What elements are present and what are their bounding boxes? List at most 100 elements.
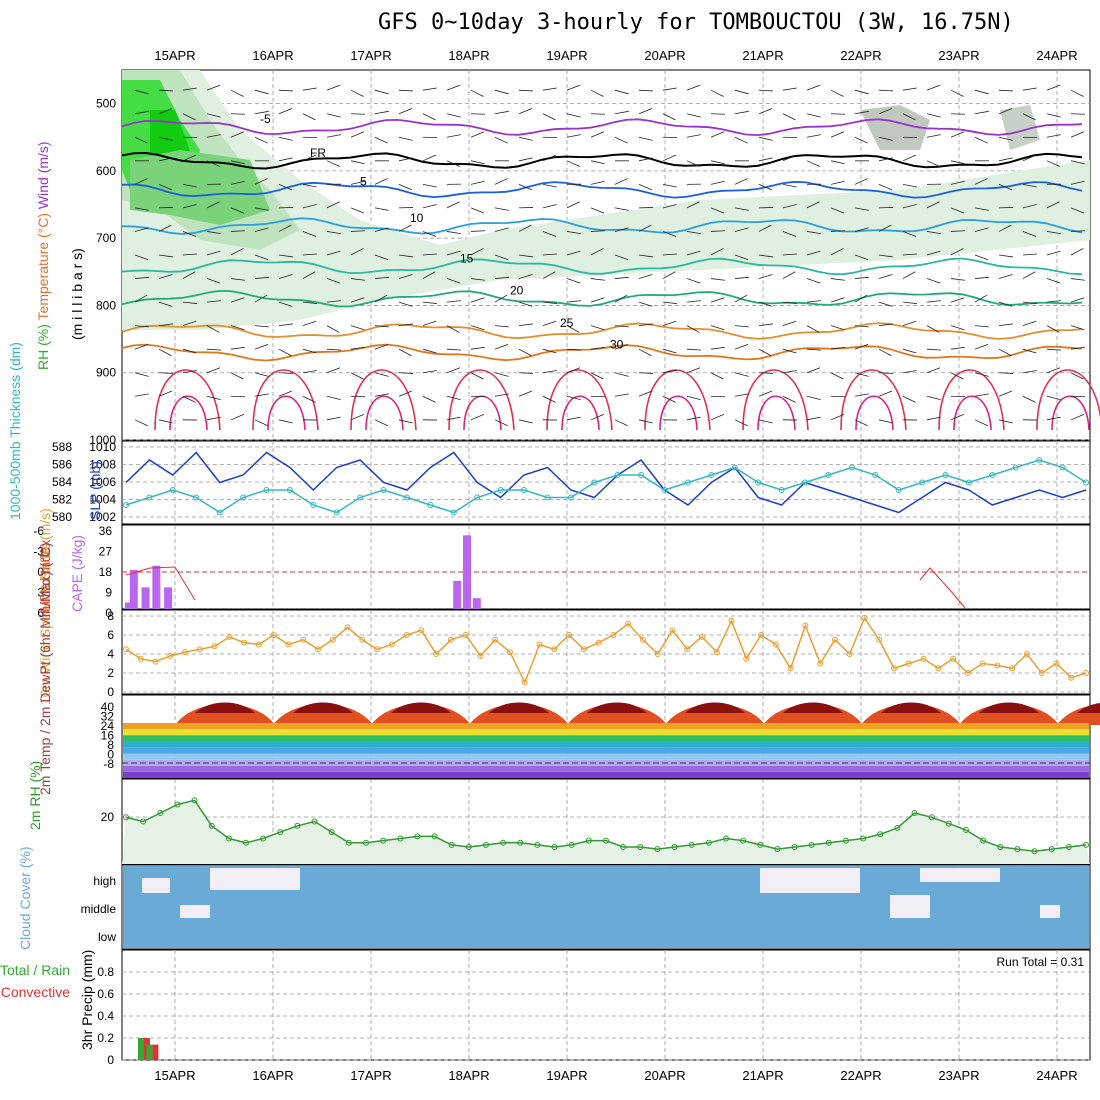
wind-barb xyxy=(782,348,797,354)
wind-barb xyxy=(734,227,749,232)
wind-barb xyxy=(806,416,821,421)
wind-barb xyxy=(374,344,389,350)
wind-barb xyxy=(686,134,701,138)
wind-barb xyxy=(278,390,293,397)
date-label-top: 15APR xyxy=(154,48,195,63)
wind-barb xyxy=(134,227,149,232)
wind-barb xyxy=(134,89,149,95)
wind-barb xyxy=(662,370,677,374)
wind-barb xyxy=(326,325,340,333)
wind-barb xyxy=(542,253,557,256)
thickness-tick-label: 588 xyxy=(52,440,72,454)
wind-barb xyxy=(158,183,173,191)
wind-barb xyxy=(446,231,461,235)
wind-barb xyxy=(1022,301,1037,304)
wind-barb xyxy=(878,390,893,397)
date-label-bottom: 15APR xyxy=(154,1068,195,1083)
wind-barb xyxy=(422,231,437,237)
wind-barb xyxy=(254,276,269,279)
rh-shading xyxy=(860,105,930,150)
wind-barb xyxy=(230,297,245,303)
wind-barb xyxy=(686,348,701,351)
cloud-clear-patch xyxy=(760,868,860,893)
wind-barb xyxy=(734,89,749,95)
wind-barb xyxy=(950,346,965,350)
wind-barb xyxy=(470,413,485,421)
sounding-ylabel-part: Wind (m/s) xyxy=(35,141,51,209)
cape-tick-label: 27 xyxy=(99,545,113,559)
wind10-point xyxy=(521,679,528,686)
wind-barb xyxy=(326,348,341,351)
rh-ylabel: 2m RH (%) xyxy=(27,761,43,830)
wind-barb xyxy=(710,297,725,303)
wind-barb xyxy=(614,419,628,427)
wind-barb xyxy=(566,113,581,118)
wind-barb xyxy=(902,113,916,121)
wind-barb xyxy=(782,87,797,91)
wind-barb xyxy=(398,183,413,191)
wind-barb xyxy=(398,323,413,327)
wind10-point xyxy=(418,627,425,634)
wind-barb xyxy=(230,230,246,232)
precip-conv-bar xyxy=(152,1044,159,1060)
wind-barb xyxy=(926,325,940,333)
wind-barb xyxy=(782,113,796,121)
wind-barb xyxy=(1070,207,1085,214)
thickness-point xyxy=(965,479,972,486)
wind-barb xyxy=(398,390,413,397)
wind-barb xyxy=(446,134,461,138)
wind-barb xyxy=(1046,250,1061,256)
wind-barb xyxy=(518,89,534,92)
wind-barb xyxy=(734,276,749,279)
precip-total-bar xyxy=(146,1044,153,1060)
wind-barb xyxy=(254,136,268,144)
temp-max-core xyxy=(979,702,1039,713)
wind-barb xyxy=(878,157,893,162)
thickness-point xyxy=(380,487,387,493)
cape-tick-label: 36 xyxy=(99,524,113,538)
wind10-point xyxy=(123,646,129,653)
wind-barb xyxy=(566,201,580,209)
temp-band xyxy=(123,753,1089,760)
wind-barb xyxy=(806,201,820,209)
wind-barb xyxy=(230,325,245,331)
date-label-top: 24APR xyxy=(1036,48,1077,63)
thickness-tick-label: 584 xyxy=(52,475,72,489)
rh2m-point xyxy=(980,837,987,844)
wind10-point xyxy=(403,632,410,638)
boundary-layer-contour xyxy=(561,395,600,431)
wind-barb xyxy=(518,348,532,357)
li-tick-label: 6 xyxy=(37,606,44,620)
wind-barb xyxy=(686,160,700,167)
wind-barb xyxy=(926,395,941,401)
wind-barb xyxy=(446,416,461,421)
wind-barb xyxy=(758,254,773,258)
wind-barb xyxy=(470,160,485,165)
boundary-layer-contour xyxy=(644,369,711,431)
isotherm-label: 15 xyxy=(460,251,474,265)
thickness-point xyxy=(123,502,129,508)
wind-barb xyxy=(206,348,221,351)
wind-barb xyxy=(542,348,557,354)
wind-barb xyxy=(494,372,509,377)
wind10-point xyxy=(728,617,735,624)
wind-barb xyxy=(638,323,653,327)
wind-barb xyxy=(950,278,965,281)
thickness-point xyxy=(357,494,364,501)
wind-barb xyxy=(998,390,1013,397)
wind-barb xyxy=(830,346,845,350)
wind10-point xyxy=(226,633,233,640)
wind-barb xyxy=(998,136,1013,141)
thickness-tick-label: 580 xyxy=(52,510,72,524)
temp-band xyxy=(123,759,1089,766)
wind10-point xyxy=(758,632,765,638)
wind-barb xyxy=(662,204,677,209)
wind-barb xyxy=(278,108,293,115)
boundary-layer-contour xyxy=(448,369,515,431)
wind-barb xyxy=(638,390,653,397)
wind10-point xyxy=(831,636,838,643)
wind-barb xyxy=(734,372,749,377)
thickness-point xyxy=(919,479,926,486)
wind-barb xyxy=(710,230,726,232)
wind10-point xyxy=(610,632,617,638)
